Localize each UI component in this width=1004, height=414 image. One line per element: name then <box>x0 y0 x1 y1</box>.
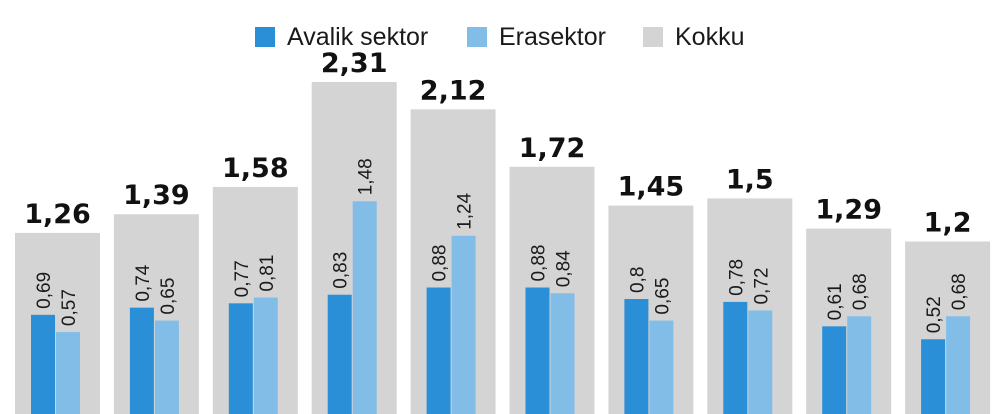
total-value-label: 1,5 <box>726 164 774 195</box>
bar-erasektor <box>253 297 278 414</box>
total-value-label: 1,39 <box>123 180 190 211</box>
total-value-label: 1,2 <box>924 208 972 239</box>
total-value-label: 1,45 <box>618 172 685 203</box>
total-value-label: 1,58 <box>222 153 289 184</box>
legend-label-erasektor: Erasektor <box>499 23 606 51</box>
era-value-label: 0,72 <box>751 268 772 305</box>
legend-swatch-erasektor <box>467 27 487 47</box>
bar-avalik-sektor <box>723 301 748 414</box>
avalik-value-label: 0,83 <box>331 252 352 289</box>
legend-item-avalik-sektor: Avalik sektor <box>255 17 428 57</box>
bar-erasektor <box>748 310 773 414</box>
total-value-label: 1,72 <box>519 133 586 164</box>
bar-avalik-sektor <box>525 287 550 414</box>
bar-avalik-sektor <box>426 287 451 414</box>
era-value-label: 1,24 <box>455 192 476 229</box>
bar-erasektor <box>847 316 872 414</box>
era-value-label: 0,81 <box>257 255 278 292</box>
bar-avalik-sektor <box>822 326 847 414</box>
bar-avalik-sektor <box>624 299 649 414</box>
legend-label-kokku: Kokku <box>675 23 745 51</box>
bar-avalik-sektor <box>921 339 946 414</box>
total-value-label: 1,29 <box>815 195 882 226</box>
avalik-value-label: 0,74 <box>133 264 154 301</box>
total-value-label: 2,12 <box>420 75 487 106</box>
bar-erasektor <box>56 332 80 414</box>
era-value-label: 0,65 <box>158 278 179 315</box>
legend-swatch-avalik-sektor <box>255 27 275 47</box>
era-value-label: 0,68 <box>850 273 871 310</box>
total-value-label: 2,31 <box>321 48 388 79</box>
era-value-label: 0,84 <box>554 250 575 287</box>
bar-avalik-sektor <box>31 314 55 414</box>
era-value-label: 0,65 <box>652 278 673 315</box>
legend-label-avalik-sektor: Avalik sektor <box>287 23 429 51</box>
avalik-value-label: 0,52 <box>924 296 945 333</box>
bar-erasektor <box>550 293 575 414</box>
avalik-value-label: 0,77 <box>232 260 253 297</box>
avalik-value-label: 0,88 <box>430 245 451 282</box>
chart-legend: Avalik sektor Erasektor Kokku <box>0 17 1004 57</box>
avalik-value-label: 0,78 <box>726 259 747 296</box>
bar-erasektor <box>946 316 971 414</box>
bar-avalik-sektor <box>129 307 154 414</box>
legend-swatch-kokku <box>643 27 663 47</box>
avalik-value-label: 0,69 <box>34 272 55 309</box>
era-value-label: 1,48 <box>356 158 377 195</box>
total-value-label: 1,26 <box>24 199 91 230</box>
avalik-value-label: 0,8 <box>627 267 648 293</box>
bar-avalik-sektor <box>228 303 253 414</box>
bar-avalik-sektor <box>327 294 352 414</box>
era-value-label: 0,57 <box>59 289 80 326</box>
bar-erasektor <box>649 320 674 414</box>
era-value-label: 0,68 <box>949 273 970 310</box>
bar-erasektor <box>154 320 179 414</box>
avalik-value-label: 0,88 <box>529 245 550 282</box>
bar-erasektor <box>352 201 377 414</box>
legend-item-erasektor: Erasektor <box>467 17 606 57</box>
avalik-value-label: 0,61 <box>825 283 846 320</box>
bar-erasektor <box>451 235 476 414</box>
legend-item-kokku: Kokku <box>643 17 744 57</box>
